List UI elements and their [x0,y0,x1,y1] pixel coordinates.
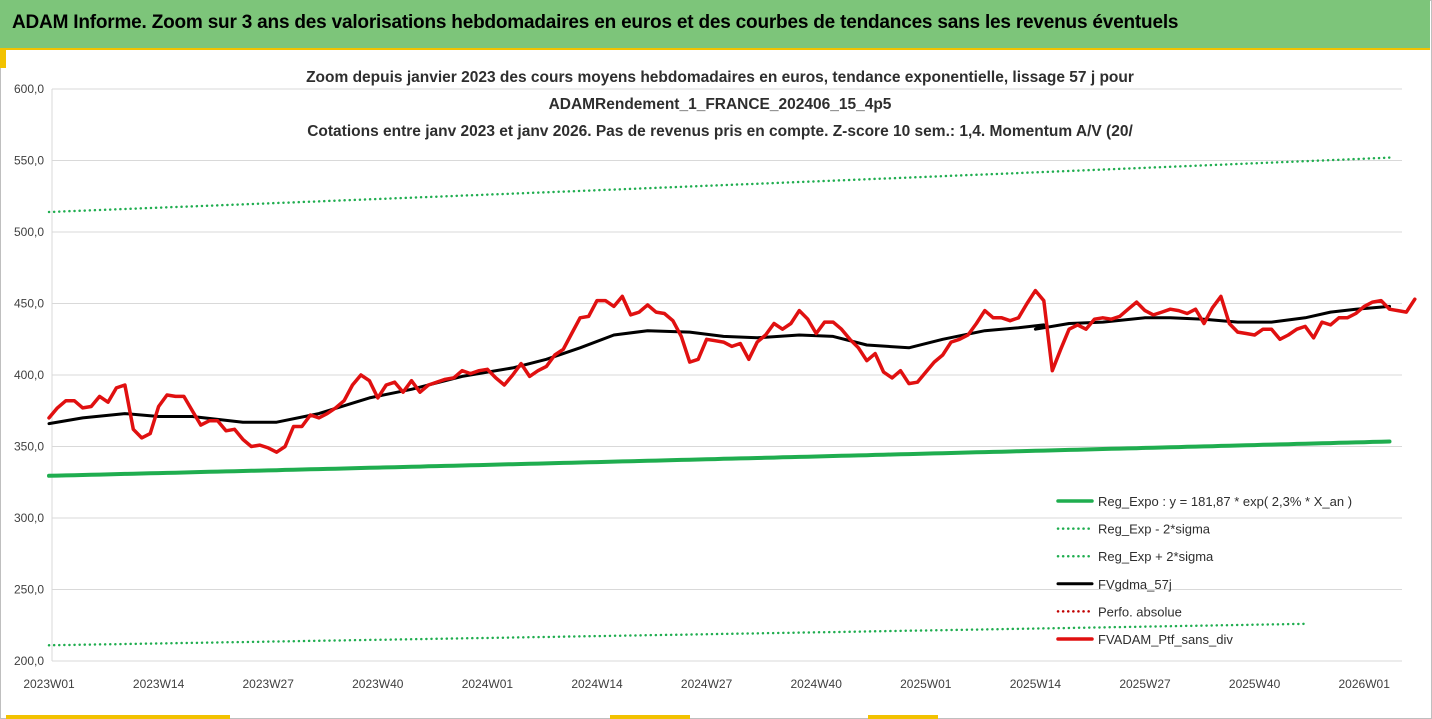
x-tick-label: 2025W40 [1229,677,1281,691]
legend: Reg_Expo : y = 181,87 * exp( 2,3% * X_an… [1056,494,1352,647]
legend-label: FVADAM_Ptf_sans_div [1098,632,1233,647]
chart-title-line-3: Cotations entre janv 2023 et janv 2026. … [307,123,1133,140]
banner-title: ADAM Informe. Zoom sur 3 ans des valoris… [12,12,1179,33]
report-banner: ADAM Informe. Zoom sur 3 ans des valoris… [0,0,1430,50]
x-tick-label: 2024W14 [571,677,623,691]
x-axis-ticks: 2023W01 2023W14 2023W27 2023W40 2024W01 2024W… [23,677,1390,691]
x-tick-label: 2023W27 [243,677,295,691]
legend-label: Reg_Exp - 2*sigma [1098,522,1211,537]
x-tick-label: 2025W27 [1119,677,1171,691]
legend-label: Reg_Expo : y = 181,87 * exp( 2,3% * X_an… [1098,494,1352,509]
legend-label: Reg_Exp + 2*sigma [1098,549,1214,564]
series-line-price [47,288,1417,454]
y-axis-ticks: 200,0 250,0 300,0 350,0 400,0 450,0 500,0 550,0… [14,82,44,668]
series-line-reg-plus [47,156,1391,214]
series-line-reg-expo [47,439,1392,478]
chart-title-line-2: ADAMRendement_1_FRANCE_202406_15_4p5 [548,96,892,113]
left-accent-bar [0,48,6,68]
x-tick-label: 2024W27 [681,677,733,691]
y-tick-label: 600,0 [14,82,44,96]
x-tick-label: 2025W14 [1010,677,1062,691]
x-tick-label: 2026W01 [1339,677,1391,691]
y-tick-label: 400,0 [14,368,44,382]
bottom-accent-bar [6,715,230,719]
x-tick-label: 2023W40 [352,677,404,691]
x-tick-label: 2024W01 [462,677,514,691]
gridlines [51,88,1402,662]
y-tick-label: 250,0 [14,583,44,597]
series-lines [47,156,1417,647]
x-tick-label: 2024W40 [791,677,843,691]
y-tick-label: 450,0 [14,297,44,311]
legend-label: Perfo. absolue [1098,604,1182,619]
bottom-accent-bar-2 [610,715,690,719]
x-tick-label: 2025W01 [900,677,952,691]
y-tick-label: 550,0 [14,154,44,168]
y-tick-label: 350,0 [14,440,44,454]
x-tick-label: 2023W01 [23,677,75,691]
y-tick-label: 500,0 [14,225,44,239]
series-line-reg-minus [47,622,1307,647]
chart-title-line-1: Zoom depuis janvier 2023 des cours moyen… [306,69,1134,86]
chart-title: Zoom depuis janvier 2023 des cours moyen… [140,64,1300,145]
legend-label: FVgdma_57j [1098,577,1172,592]
y-tick-label: 300,0 [14,511,44,525]
y-tick-label: 200,0 [14,654,44,668]
x-tick-label: 2023W14 [133,677,185,691]
series-line-smoothing [47,304,1391,426]
bottom-accent-bar-3 [868,715,938,719]
